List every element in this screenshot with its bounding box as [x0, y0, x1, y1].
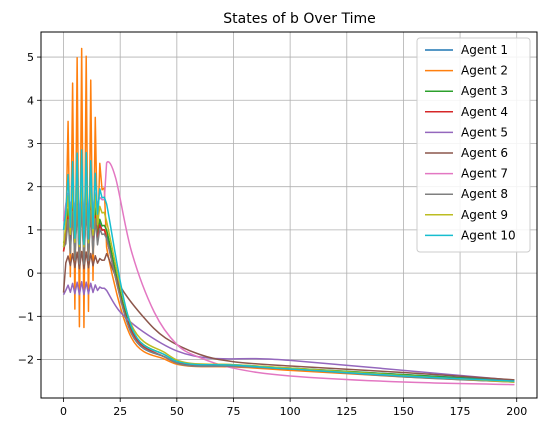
legend-label: Agent 10 [461, 228, 516, 242]
legend-label: Agent 9 [461, 208, 508, 222]
x-tick-label: 175 [450, 405, 471, 418]
x-tick-label: 75 [226, 405, 240, 418]
y-tick-label: −1 [18, 310, 34, 323]
y-tick-label: 4 [27, 94, 34, 107]
legend: Agent 1 Agent 2 Agent 3 Agent 4 Agent 5 Agent… [416, 37, 531, 253]
series-line-agent-7 [62, 160, 515, 386]
x-tick-label: 125 [336, 405, 357, 418]
series-lines [62, 47, 515, 386]
chart-title: States of b Over Time [223, 11, 375, 27]
legend-label: Agent 4 [461, 105, 508, 119]
plot-frame [40, 31, 538, 399]
legend-label: Agent 2 [461, 64, 508, 78]
x-tick-label: 50 [170, 405, 184, 418]
y-tick-label: 5 [27, 51, 34, 64]
series-line-agent-5 [62, 281, 515, 382]
x-tick-label: 0 [60, 405, 67, 418]
axes: 0 25 50 75 100 125 150 175 200 −2 −1 0 1 2 3 4 5 [18, 51, 527, 418]
legend-label: Agent 6 [461, 146, 508, 160]
legend-label: Agent 7 [461, 167, 508, 181]
legend-label: Agent 8 [461, 187, 508, 201]
y-tick-label: 0 [27, 267, 34, 280]
y-tick-label: 2 [27, 181, 34, 194]
y-tick-label: 3 [27, 137, 34, 150]
x-tick-label: 100 [280, 405, 301, 418]
x-tick-label: 200 [506, 405, 527, 418]
series-line-agent-10 [62, 149, 515, 382]
legend-label: Agent 5 [461, 125, 508, 139]
legend-label: Agent 1 [461, 43, 508, 57]
legend-label: Agent 3 [461, 84, 508, 98]
y-tick-label: −2 [18, 354, 34, 367]
x-tick-label: 150 [393, 405, 414, 418]
y-tick-label: 1 [27, 224, 34, 237]
x-tick-label: 25 [113, 405, 127, 418]
